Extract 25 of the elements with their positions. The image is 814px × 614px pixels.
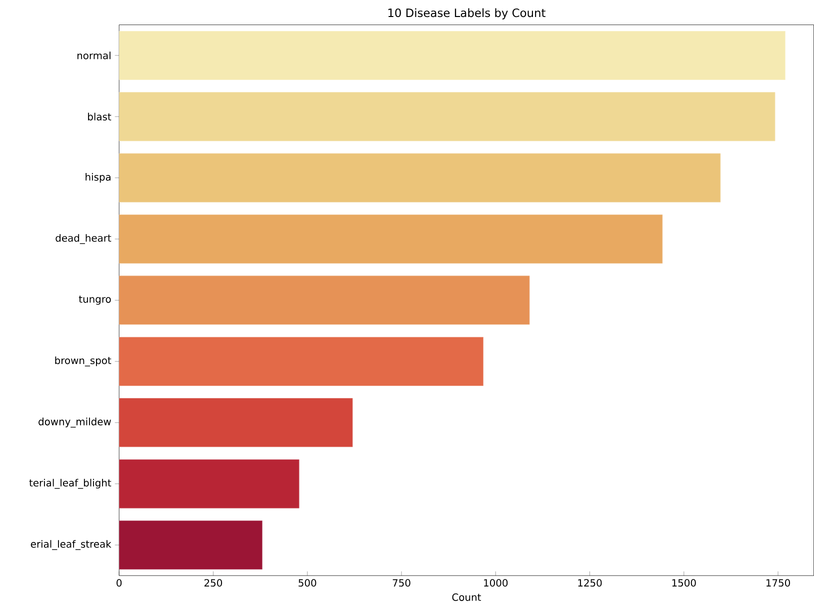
x-tick-label: 750: [392, 578, 410, 586]
y-tick-label: normal: [77, 51, 110, 60]
bar: [119, 520, 262, 570]
y-tick-label: dead_heart: [56, 234, 112, 244]
x-tick-label: 0: [116, 578, 122, 586]
x-tick-label: 250: [204, 578, 222, 586]
y-tick-label: hispa: [86, 172, 110, 182]
y-tick-label: blast: [88, 112, 112, 120]
bar: [119, 459, 300, 508]
y-tick-label: tungro: [78, 296, 111, 305]
x-tick-label: 1750: [766, 578, 790, 586]
x-tick-label: 1500: [672, 578, 696, 586]
y-tick-label: brown_spot: [55, 356, 112, 366]
y-tick-label: terial_leaf_blight: [29, 478, 112, 489]
x-tick-label: 500: [298, 578, 316, 586]
chart-title: 10 Disease Labels by Count: [388, 8, 546, 20]
y-tick-label: erial_leaf_streak: [30, 540, 112, 550]
bar: [119, 30, 786, 80]
x-tick-label: 1000: [484, 578, 508, 586]
y-tick-label: downy_mildew: [38, 418, 111, 428]
bar: [119, 336, 484, 386]
bar: [119, 276, 530, 325]
x-tick-label: 1250: [578, 578, 602, 586]
bar: [119, 92, 776, 141]
x-axis-title: Count: [452, 593, 481, 601]
